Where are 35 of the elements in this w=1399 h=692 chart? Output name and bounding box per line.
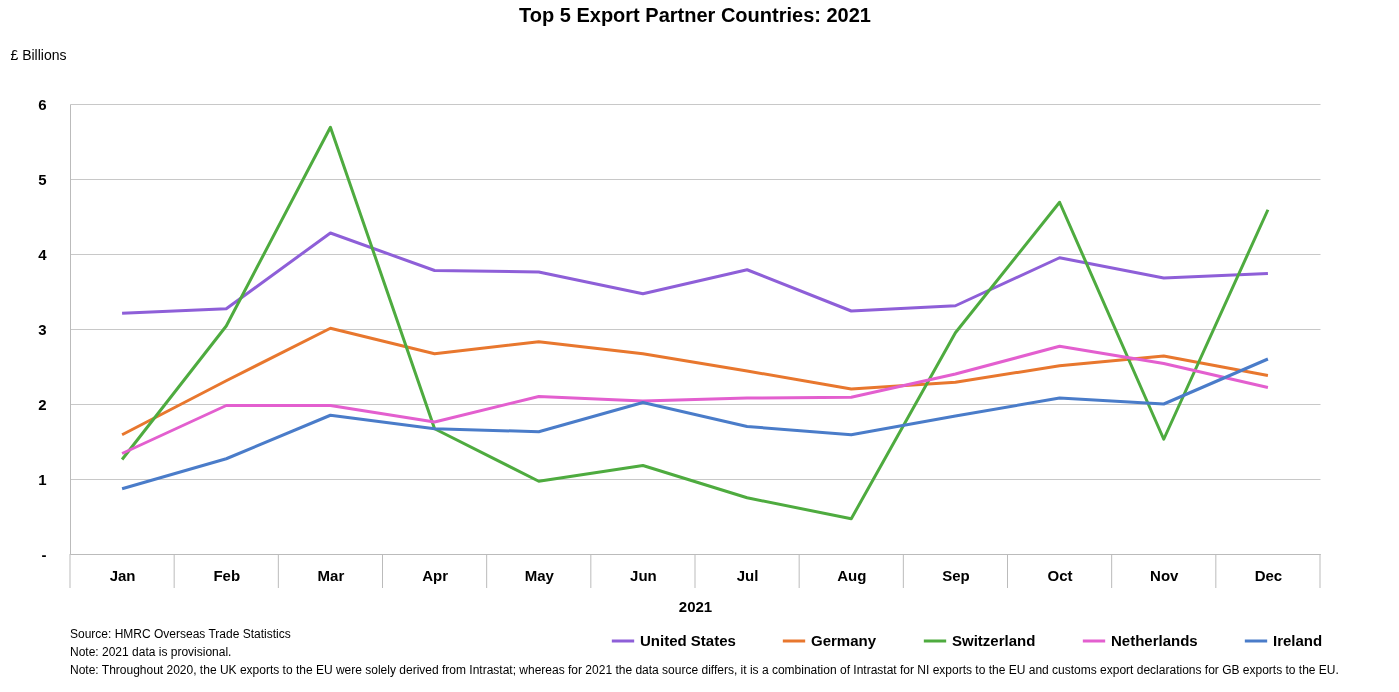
line-series xyxy=(120,231,1270,315)
x-tick-label: Oct xyxy=(1047,566,1073,584)
y-tick-label: 3 xyxy=(38,320,47,338)
y-tick-label: 1 xyxy=(38,470,47,488)
line-series xyxy=(120,326,1270,437)
x-tick-label: Jul xyxy=(736,566,759,584)
legend-label: United States xyxy=(640,632,736,649)
y-tick-label: 5 xyxy=(38,170,47,188)
legend-label: Germany xyxy=(811,632,877,649)
y-tick-label: - xyxy=(41,545,47,563)
line-series xyxy=(120,357,1270,491)
source-note: Source: HMRC Overseas Trade Statistics xyxy=(70,627,291,641)
x-axis-title: 2021 xyxy=(678,597,713,615)
line-series xyxy=(120,344,1270,455)
chart-title: Top 5 Export Partner Countries: 2021 xyxy=(519,4,871,26)
x-tick-label: May xyxy=(524,566,555,584)
x-tick-label: Feb xyxy=(213,566,241,584)
x-tick-label: Dec xyxy=(1254,566,1283,584)
line-series xyxy=(120,125,1270,521)
x-tick-label: Sep xyxy=(942,566,970,584)
x-tick-label: Apr xyxy=(422,566,449,584)
legend-label: Netherlands xyxy=(1111,632,1198,649)
y-axis-title: £ Billions xyxy=(10,46,67,63)
text: Note: Throughout 2020, the UK exports to the EU were solely derived from Intrastat; whereas for 2021 the data source differs, it is a combination of Intrastat for NI exports to the EU and customs export declarations for GB exports to the EU. xyxy=(70,663,1339,677)
x-tick-label: Nov xyxy=(1150,566,1180,584)
text: Note: 2021 data is provisional. xyxy=(70,645,232,659)
x-tick-label: Jan xyxy=(109,566,136,584)
x-tick-label: Aug xyxy=(837,566,867,584)
legend-label: Ireland xyxy=(1273,632,1323,649)
legend-label: Switzerland xyxy=(952,632,1036,649)
y-tick-label: 2 xyxy=(38,395,47,413)
x-tick-label: Mar xyxy=(317,566,345,584)
y-tick-label: 4 xyxy=(38,245,48,263)
x-tick-label: Jun xyxy=(630,566,657,584)
y-tick-label: 6 xyxy=(38,95,47,113)
